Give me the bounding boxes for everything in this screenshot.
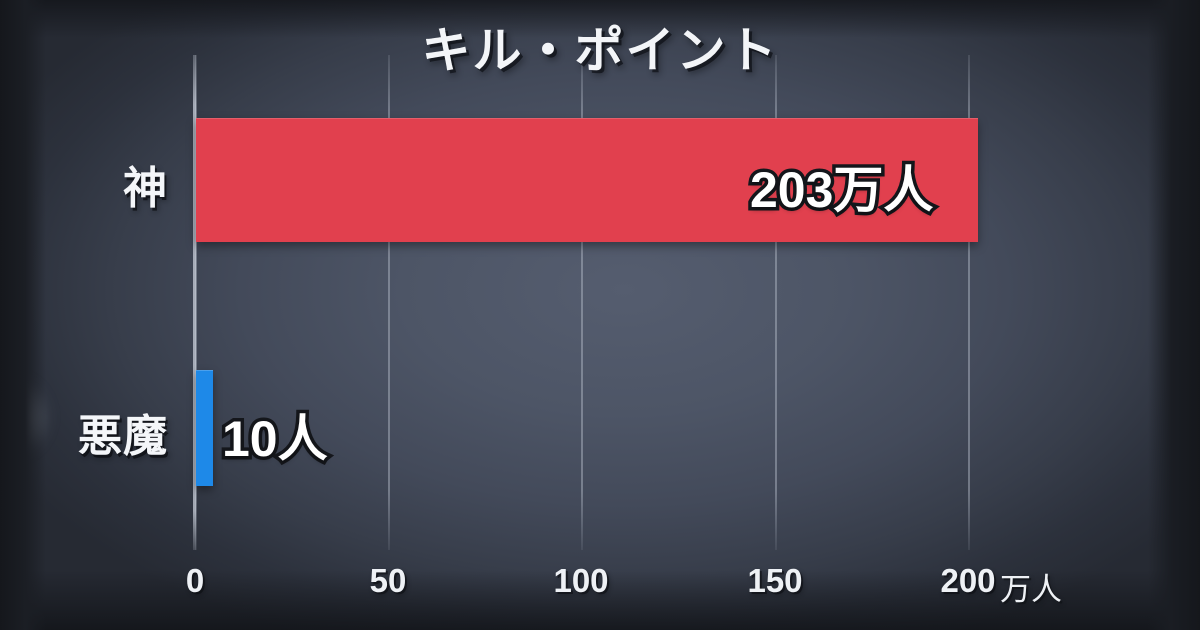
x-tick-150: 150	[747, 562, 803, 599]
background-vignette-left	[0, 0, 46, 630]
plot-area	[195, 55, 970, 550]
x-tick-200: 200	[940, 562, 996, 599]
background-vignette-bottom	[0, 570, 1200, 630]
x-tick-100: 100	[553, 562, 609, 599]
x-axis-unit-label: 万人	[1000, 572, 1062, 607]
category-label-god: 神	[123, 164, 168, 213]
gridline-50	[388, 55, 390, 550]
bar-value-god: 203万人	[746, 159, 936, 222]
x-tick-50: 50	[369, 562, 407, 599]
x-tick-0: 0	[185, 562, 205, 599]
gridline-150	[775, 55, 777, 550]
bar-devil	[196, 370, 213, 486]
background-vignette-top	[0, 0, 1200, 38]
category-label-devil: 悪魔	[78, 412, 168, 461]
chart-title: キル・ポイント	[421, 24, 779, 78]
bar-god	[196, 118, 978, 242]
gridline-100	[581, 55, 583, 550]
bar-value-devil: 10人	[219, 408, 332, 471]
gridline-200	[968, 55, 970, 550]
y-axis-line	[193, 55, 196, 550]
background-vignette-right	[1148, 0, 1200, 630]
gridline-0	[195, 55, 197, 550]
